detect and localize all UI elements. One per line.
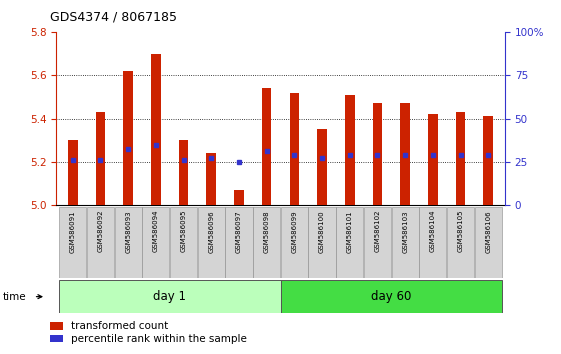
Text: percentile rank within the sample: percentile rank within the sample — [71, 333, 247, 344]
Text: GSM586094: GSM586094 — [153, 210, 159, 252]
Bar — [317, 130, 327, 205]
Text: GSM586098: GSM586098 — [264, 210, 270, 252]
Bar — [50, 322, 63, 330]
Bar — [179, 140, 188, 205]
FancyBboxPatch shape — [197, 207, 225, 278]
FancyBboxPatch shape — [114, 207, 142, 278]
Bar — [206, 153, 216, 205]
FancyBboxPatch shape — [336, 207, 364, 278]
Text: GDS4374 / 8067185: GDS4374 / 8067185 — [50, 10, 177, 23]
Text: GSM586092: GSM586092 — [98, 210, 103, 252]
Text: GSM586105: GSM586105 — [458, 210, 463, 252]
Bar — [234, 190, 244, 205]
Bar — [95, 112, 105, 205]
FancyBboxPatch shape — [87, 207, 114, 278]
Text: GSM586101: GSM586101 — [347, 210, 353, 252]
Text: GSM586099: GSM586099 — [291, 210, 297, 252]
Bar — [484, 116, 493, 205]
FancyBboxPatch shape — [392, 207, 419, 278]
Bar — [345, 95, 355, 205]
FancyBboxPatch shape — [59, 207, 86, 278]
Text: GSM586106: GSM586106 — [485, 210, 491, 252]
FancyBboxPatch shape — [170, 207, 197, 278]
Bar — [280, 280, 502, 313]
Bar — [50, 335, 63, 343]
Bar — [289, 93, 299, 205]
Bar — [123, 71, 133, 205]
FancyBboxPatch shape — [364, 207, 391, 278]
Text: GSM586096: GSM586096 — [208, 210, 214, 252]
Text: day 60: day 60 — [371, 290, 412, 303]
FancyBboxPatch shape — [253, 207, 280, 278]
Text: day 1: day 1 — [153, 290, 186, 303]
FancyBboxPatch shape — [475, 207, 502, 278]
Text: GSM586097: GSM586097 — [236, 210, 242, 252]
FancyBboxPatch shape — [309, 207, 335, 278]
Bar — [262, 88, 272, 205]
Bar — [373, 103, 382, 205]
Bar — [68, 140, 77, 205]
Bar — [401, 103, 410, 205]
Bar — [428, 114, 438, 205]
Text: GSM586091: GSM586091 — [70, 210, 76, 252]
Text: GSM586095: GSM586095 — [181, 210, 187, 252]
Text: GSM586103: GSM586103 — [402, 210, 408, 252]
FancyBboxPatch shape — [419, 207, 447, 278]
Text: GSM586104: GSM586104 — [430, 210, 436, 252]
Text: time: time — [3, 292, 26, 302]
Text: GSM586093: GSM586093 — [125, 210, 131, 252]
Bar — [151, 53, 160, 205]
Bar — [59, 280, 280, 313]
Text: GSM586100: GSM586100 — [319, 210, 325, 252]
Bar — [456, 112, 466, 205]
Text: GSM586102: GSM586102 — [374, 210, 380, 252]
FancyBboxPatch shape — [280, 207, 308, 278]
Text: transformed count: transformed count — [71, 321, 168, 331]
FancyBboxPatch shape — [226, 207, 252, 278]
FancyBboxPatch shape — [142, 207, 169, 278]
FancyBboxPatch shape — [447, 207, 474, 278]
